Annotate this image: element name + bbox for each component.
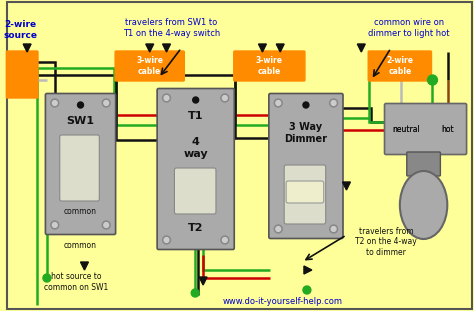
- FancyBboxPatch shape: [60, 135, 99, 201]
- Circle shape: [329, 225, 337, 233]
- Text: common: common: [64, 207, 97, 216]
- Polygon shape: [146, 44, 154, 52]
- FancyBboxPatch shape: [384, 104, 466, 155]
- FancyBboxPatch shape: [234, 51, 305, 81]
- Circle shape: [104, 100, 109, 105]
- Circle shape: [274, 99, 282, 107]
- Circle shape: [193, 97, 199, 103]
- Polygon shape: [304, 266, 312, 274]
- Circle shape: [43, 274, 51, 282]
- Circle shape: [303, 102, 309, 108]
- Text: hot source to
common on SW1: hot source to common on SW1: [45, 272, 109, 292]
- Polygon shape: [343, 182, 350, 190]
- FancyBboxPatch shape: [46, 94, 116, 234]
- Ellipse shape: [400, 171, 447, 239]
- Polygon shape: [276, 44, 284, 52]
- Circle shape: [276, 227, 281, 231]
- Circle shape: [104, 223, 109, 227]
- Circle shape: [164, 238, 169, 242]
- FancyBboxPatch shape: [269, 94, 343, 239]
- Circle shape: [102, 99, 110, 107]
- Circle shape: [222, 95, 227, 100]
- Polygon shape: [357, 44, 365, 52]
- Circle shape: [163, 94, 171, 102]
- Polygon shape: [163, 44, 171, 52]
- Circle shape: [102, 221, 110, 229]
- FancyBboxPatch shape: [284, 165, 326, 224]
- Circle shape: [191, 289, 199, 297]
- Circle shape: [428, 75, 438, 85]
- Circle shape: [51, 99, 59, 107]
- FancyBboxPatch shape: [368, 51, 431, 81]
- Circle shape: [164, 95, 169, 100]
- Text: 3 Way
Dimmer: 3 Way Dimmer: [284, 122, 328, 144]
- Circle shape: [331, 227, 336, 231]
- Text: T2: T2: [188, 223, 203, 233]
- Circle shape: [163, 236, 171, 244]
- Text: common wire on
dimmer to light hot: common wire on dimmer to light hot: [368, 18, 449, 38]
- Polygon shape: [23, 44, 31, 52]
- Circle shape: [329, 99, 337, 107]
- Text: 2-wire
source: 2-wire source: [3, 20, 37, 40]
- Text: hot: hot: [441, 124, 454, 133]
- Text: T1: T1: [188, 111, 203, 121]
- Text: 2-wire
cable: 2-wire cable: [386, 56, 413, 76]
- Circle shape: [53, 223, 57, 227]
- Text: neutral: neutral: [392, 124, 419, 133]
- Polygon shape: [258, 44, 266, 52]
- Text: 4
way: 4 way: [183, 137, 208, 159]
- Text: travelers from
T2 on the 4-way
to dimmer: travelers from T2 on the 4-way to dimmer: [355, 227, 417, 257]
- Circle shape: [222, 238, 227, 242]
- Text: SW1: SW1: [66, 116, 94, 126]
- Circle shape: [331, 100, 336, 105]
- FancyBboxPatch shape: [157, 89, 234, 249]
- Polygon shape: [81, 262, 89, 270]
- Circle shape: [274, 225, 282, 233]
- FancyBboxPatch shape: [6, 51, 38, 98]
- Circle shape: [78, 102, 83, 108]
- Text: neutral: neutral: [392, 124, 419, 133]
- Circle shape: [53, 100, 57, 105]
- Text: hot: hot: [441, 124, 454, 133]
- FancyBboxPatch shape: [407, 152, 440, 176]
- Circle shape: [276, 100, 281, 105]
- Circle shape: [221, 94, 229, 102]
- Polygon shape: [199, 277, 207, 285]
- FancyBboxPatch shape: [174, 168, 216, 214]
- FancyBboxPatch shape: [115, 51, 184, 81]
- Text: 3-wire
cable: 3-wire cable: [136, 56, 163, 76]
- Circle shape: [51, 221, 59, 229]
- FancyBboxPatch shape: [286, 181, 324, 203]
- Text: travelers from SW1 to
T1 on the 4-way switch: travelers from SW1 to T1 on the 4-way sw…: [123, 18, 220, 38]
- Text: www.do-it-yourself-help.com: www.do-it-yourself-help.com: [222, 298, 342, 307]
- Text: common: common: [64, 241, 97, 250]
- Circle shape: [303, 286, 311, 294]
- Circle shape: [221, 236, 229, 244]
- Text: 3-wire
cable: 3-wire cable: [256, 56, 283, 76]
